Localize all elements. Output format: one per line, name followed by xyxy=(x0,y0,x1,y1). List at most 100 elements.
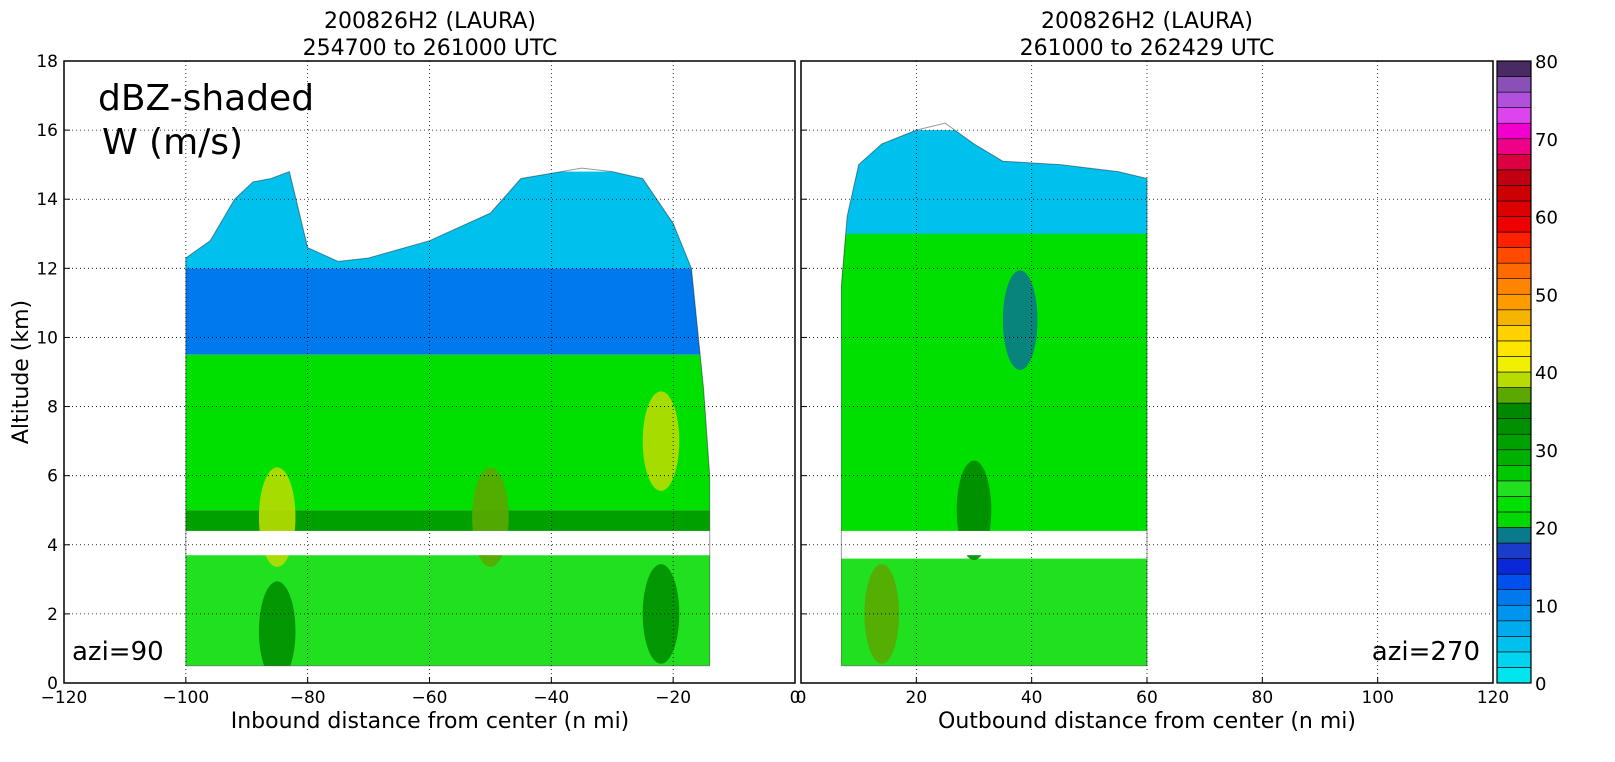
no-data-gap xyxy=(64,530,795,556)
colorbar-tick-label: 20 xyxy=(1535,519,1558,540)
colorbar-swatch xyxy=(1496,371,1532,388)
x-tick-label: −80 xyxy=(290,688,326,708)
colorbar-swatch xyxy=(1496,433,1532,451)
reflectivity-band xyxy=(841,233,1147,531)
colorbar-swatch xyxy=(1496,558,1532,575)
outbound-title-line2: 261000 to 262429 UTC xyxy=(1020,36,1275,61)
x-tick-label: 20 xyxy=(906,688,928,708)
reflectivity-band xyxy=(185,268,710,355)
colorbar-swatch xyxy=(1496,200,1532,217)
outbound-ticks: 0 20 40 60 80 100 120 xyxy=(796,60,1509,708)
echo-outline xyxy=(185,167,711,667)
x-tick-label: −20 xyxy=(655,688,691,708)
inbound-ticks: −120 −100 −80 −60 −40 −20 0 0 2 4 6 8 10 12 14 16 18 xyxy=(36,52,800,708)
colorbar-tick-label: 50 xyxy=(1535,285,1558,306)
y-tick-label: 12 xyxy=(36,259,58,279)
reflectivity-band xyxy=(185,510,710,531)
colorbar-swatch xyxy=(1496,356,1532,373)
colorbar-tick-label: 40 xyxy=(1535,363,1558,384)
azi-270-annotation: azi=270 xyxy=(1372,637,1480,667)
y-tick-label: 8 xyxy=(47,398,58,418)
colorbar-swatch xyxy=(1496,216,1532,233)
x-tick-label: −100 xyxy=(162,688,209,708)
colorbar-swatch xyxy=(1496,76,1532,93)
y-tick-label: 16 xyxy=(36,121,58,141)
inbound-x-axis-label: Inbound distance from center (n mi) xyxy=(231,709,630,734)
colorbar-swatch xyxy=(1496,138,1532,155)
outbound-panel: 0 20 40 60 80 100 120 200826H2 (LAURA) 261000 … xyxy=(796,9,1510,734)
inbound-title-line2: 254700 to 261000 UTC xyxy=(303,36,558,61)
azi-90-annotation: azi=90 xyxy=(72,637,164,667)
colorbar-swatch xyxy=(1496,293,1532,311)
colorbar-swatch xyxy=(1496,60,1532,77)
colorbar-tick-label: 80 xyxy=(1535,52,1558,73)
outbound-x-axis-label: Outbound distance from center (n mi) xyxy=(938,709,1356,734)
colorbar: 0 10 20 30 40 50 60 70 80 xyxy=(1496,52,1558,695)
colorbar-swatch xyxy=(1496,402,1532,419)
colorbar-swatch xyxy=(1496,231,1532,248)
y-tick-label: 14 xyxy=(36,190,58,210)
no-data-gap xyxy=(801,530,1493,556)
colorbar-swatch xyxy=(1496,278,1532,295)
colorbar-swatch xyxy=(1496,604,1532,622)
colorbar-swatch xyxy=(1496,527,1532,544)
colorbar-swatch xyxy=(1496,573,1532,591)
colorbar-swatch xyxy=(1496,169,1532,186)
colorbar-swatch xyxy=(1496,542,1532,559)
x-tick-label: 0 xyxy=(790,688,801,708)
x-tick-label: 100 xyxy=(1361,688,1393,708)
inbound-reflectivity-field xyxy=(64,167,795,667)
colorbar-tick-label: 60 xyxy=(1535,208,1558,229)
colorbar-swatch xyxy=(1496,247,1532,264)
y-tick-label: 2 xyxy=(47,605,58,625)
inbound-title-line1: 200826H2 (LAURA) xyxy=(324,9,536,34)
w-ms-annotation: W (m/s) xyxy=(102,122,243,163)
colorbar-swatch xyxy=(1496,511,1532,528)
x-tick-label: −120 xyxy=(41,688,88,708)
colorbar-swatch xyxy=(1496,418,1532,435)
x-tick-label: 0 xyxy=(796,688,807,708)
x-tick-label: 40 xyxy=(1021,688,1043,708)
colorbar-tick-label: 70 xyxy=(1535,130,1558,151)
inbound-panel: −120 −100 −80 −60 −40 −20 0 0 2 4 6 8 10 12 14 16 18 200… xyxy=(9,9,800,734)
colorbar-swatch xyxy=(1496,325,1532,342)
colorbar-swatch xyxy=(1496,449,1532,466)
y-tick-label: 4 xyxy=(47,536,58,556)
colorbar-swatch xyxy=(1496,589,1532,606)
x-tick-label: 80 xyxy=(1252,688,1274,708)
reflectivity-core xyxy=(1002,270,1038,370)
colorbar-tick-label: 10 xyxy=(1535,596,1558,617)
y-tick-label: 10 xyxy=(36,328,58,348)
x-tick-label: 120 xyxy=(1477,688,1509,708)
y-tick-label: 6 xyxy=(47,467,58,487)
colorbar-swatch xyxy=(1496,667,1532,684)
colorbar-swatch xyxy=(1496,464,1532,482)
x-tick-label: −60 xyxy=(412,688,448,708)
reflectivity-layers xyxy=(185,171,710,666)
dbz-shaded-annotation: dBZ-shaded xyxy=(98,78,314,119)
reflectivity-layers xyxy=(841,130,1147,666)
colorbar-swatch xyxy=(1496,636,1532,653)
x-tick-label: 60 xyxy=(1136,688,1158,708)
colorbar-swatch xyxy=(1496,309,1532,326)
colorbar-tick-label: 30 xyxy=(1535,441,1558,462)
y-tick-label: 0 xyxy=(47,674,58,694)
y-axis-label: Altitude (km) xyxy=(9,300,34,444)
colorbar-swatch xyxy=(1496,496,1532,513)
outbound-reflectivity-field xyxy=(801,122,1493,667)
colorbar-tick-label: 0 xyxy=(1535,674,1546,695)
colorbar-swatch xyxy=(1496,262,1532,279)
echo-outline xyxy=(840,122,1148,667)
colorbar-swatch xyxy=(1496,185,1532,202)
colorbar-swatch xyxy=(1496,387,1532,404)
colorbar-swatch xyxy=(1496,480,1532,497)
colorbar-swatch xyxy=(1496,154,1532,171)
colorbar-swatch xyxy=(1496,620,1532,637)
colorbar-swatch xyxy=(1496,107,1532,124)
y-tick-label: 18 xyxy=(36,52,58,72)
colorbar-swatch xyxy=(1496,651,1532,668)
outbound-title-line1: 200826H2 (LAURA) xyxy=(1041,9,1253,34)
reflectivity-core xyxy=(642,391,680,491)
colorbar-frame xyxy=(1496,60,1532,684)
